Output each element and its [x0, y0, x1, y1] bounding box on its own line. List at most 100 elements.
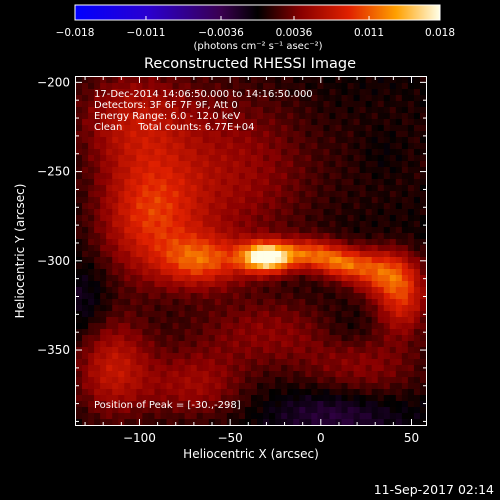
heatmap-cell	[82, 137, 89, 144]
heatmap-cell	[214, 155, 222, 162]
heatmap-cell	[341, 305, 348, 312]
heatmap-cell	[311, 143, 318, 150]
heatmap-cell	[251, 125, 258, 132]
heatmap-cell	[178, 143, 186, 150]
heatmap-cell	[88, 317, 95, 324]
heatmap-cell	[269, 275, 276, 282]
heatmap-cell	[94, 257, 101, 264]
heatmap-cell	[238, 155, 246, 162]
heatmap-cell	[269, 233, 276, 240]
heatmap-cell	[184, 281, 192, 288]
heatmap-cell	[94, 239, 101, 246]
heatmap-cell	[371, 389, 379, 396]
heatmap-cell	[401, 293, 409, 300]
heatmap-cell	[112, 89, 119, 96]
heatmap-cell	[172, 275, 179, 282]
heatmap-cell	[413, 191, 421, 198]
heatmap-cell	[100, 365, 107, 372]
heatmap-cell	[305, 383, 312, 390]
heatmap-cell	[76, 185, 83, 192]
heatmap-cell	[323, 395, 330, 402]
heatmap-cell	[202, 251, 210, 258]
heatmap-cell	[371, 347, 379, 354]
heatmap-cell	[130, 209, 137, 216]
heatmap-cell	[335, 299, 342, 306]
heatmap-cell	[329, 251, 336, 258]
heatmap-cell	[220, 161, 228, 168]
heatmap-cell	[100, 221, 107, 228]
heatmap-cell	[220, 215, 228, 222]
heatmap-cell	[148, 173, 155, 180]
heatmap-cell	[130, 185, 137, 192]
heatmap-cell	[196, 119, 204, 126]
heatmap-cell	[347, 377, 354, 384]
heatmap-cell	[251, 191, 258, 198]
heatmap-cell	[263, 179, 270, 186]
heatmap-cell	[88, 107, 95, 114]
heatmap-cell	[82, 167, 89, 174]
heatmap-cell	[335, 143, 342, 150]
heatmap-cell	[76, 401, 83, 408]
heatmap-cell	[130, 95, 137, 102]
heatmap-cell	[413, 359, 421, 366]
heatmap-cell	[184, 329, 192, 336]
heatmap-cell	[323, 347, 330, 354]
heatmap-cell	[76, 179, 83, 186]
heatmap-cell	[365, 359, 373, 366]
heatmap-cell	[341, 179, 348, 186]
heatmap-cell	[214, 383, 222, 390]
heatmap-cell	[311, 275, 318, 282]
heatmap-cell	[220, 401, 228, 408]
heatmap-cell	[238, 161, 246, 168]
heatmap-cell	[196, 359, 204, 366]
heatmap-cell	[293, 197, 300, 204]
heatmap-cell	[244, 173, 252, 180]
heatmap-cell	[371, 329, 379, 336]
heatmap-cell	[305, 137, 312, 144]
heatmap-cell	[341, 227, 348, 234]
heatmap-cell	[293, 347, 300, 354]
heatmap-cell	[76, 143, 83, 150]
heatmap-cell	[365, 179, 373, 186]
heatmap-cell	[208, 233, 216, 240]
heatmap-cell	[94, 197, 101, 204]
heatmap-cell	[232, 395, 240, 402]
heatmap-cell	[335, 281, 342, 288]
heatmap-cell	[305, 377, 312, 384]
heatmap-cell	[160, 191, 167, 198]
heatmap-cell	[353, 179, 361, 186]
heatmap-cell	[160, 113, 167, 120]
heatmap-cell	[178, 365, 186, 372]
heatmap-cell	[118, 365, 125, 372]
heatmap-cell	[244, 203, 252, 210]
heatmap-cell	[232, 269, 240, 276]
heatmap-cell	[323, 143, 330, 150]
heatmap-cell	[82, 125, 89, 132]
heatmap-cell	[154, 185, 161, 192]
heatmap-cell	[317, 359, 324, 366]
heatmap-cell	[317, 221, 324, 228]
heatmap-cell	[172, 305, 179, 312]
heatmap-cell	[112, 299, 119, 306]
heatmap-cell	[118, 239, 125, 246]
heatmap-cell	[172, 197, 179, 204]
heatmap-cell	[389, 305, 397, 312]
heatmap-cell	[238, 281, 246, 288]
heatmap-cell	[299, 113, 306, 120]
heatmap-cell	[383, 185, 391, 192]
heatmap-cell	[251, 257, 258, 264]
x-axis-tick-label: −100	[123, 431, 156, 445]
heatmap-cell	[166, 101, 173, 108]
heatmap-cell	[106, 317, 113, 324]
heatmap-cell	[226, 155, 234, 162]
heatmap-cell	[329, 377, 336, 384]
heatmap-cell	[287, 113, 294, 120]
heatmap-cell	[383, 83, 391, 90]
heatmap-cell	[299, 311, 306, 318]
heatmap-cell	[275, 311, 282, 318]
heatmap-cell	[136, 275, 143, 282]
heatmap-cell	[389, 149, 397, 156]
heatmap-cell	[353, 251, 361, 258]
heatmap-cell	[238, 113, 246, 120]
heatmap-cell	[124, 161, 131, 168]
